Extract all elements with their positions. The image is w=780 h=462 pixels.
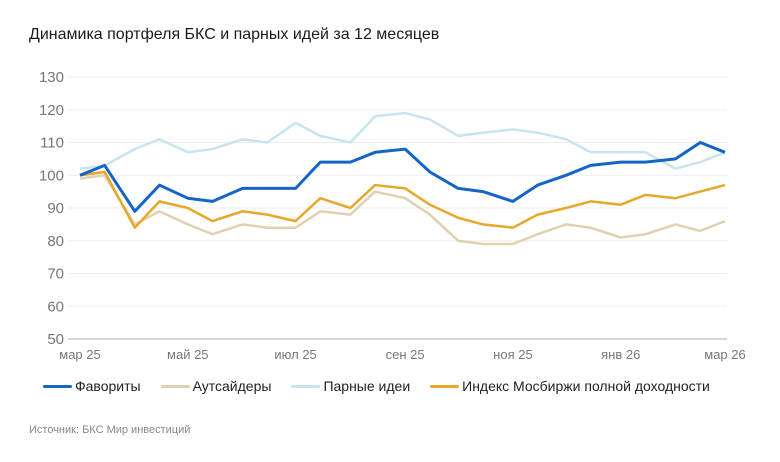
y-tick-label: 100 (39, 167, 64, 184)
legend-item-outsiders: Аутсайдеры (160, 378, 272, 394)
series-line-outsiders (79, 174, 726, 246)
legend-swatch (430, 384, 460, 388)
series-line-pair-ideas (79, 111, 726, 170)
legend: Фавориты Аутсайдеры Парные идеи Индекс М… (43, 378, 730, 394)
source-note: Источник: БКС Мир инвестиций (29, 424, 191, 436)
legend-item-moex-index: Индекс Мосбиржи полной доходности (430, 378, 710, 394)
chart-title: Динамика портфеля БКС и парных идей за 1… (29, 26, 440, 43)
legend-label: Парные идеи (323, 378, 411, 394)
y-tick-label: 120 (39, 102, 64, 119)
legend-swatch (160, 384, 190, 388)
x-tick-label: сен 25 (386, 347, 425, 362)
x-tick-label: янв 26 (601, 347, 640, 362)
legend-item-favorites: Фавориты (43, 378, 141, 394)
legend-label: Фавориты (75, 378, 141, 394)
x-tick-label: июл 25 (274, 347, 316, 362)
x-tick-label: ноя 25 (493, 347, 533, 362)
legend-item-pair-ideas: Парные идеи (291, 378, 410, 394)
y-tick-label: 130 (39, 69, 64, 86)
x-tick-label: мар 26 (704, 347, 745, 362)
x-tick-label: мар 25 (59, 347, 100, 362)
legend-label: Индекс Мосбиржи полной доходности (462, 378, 710, 394)
legend-swatch (291, 384, 321, 388)
series-line-moex-index (79, 170, 726, 229)
y-tick-label: 90 (47, 200, 64, 217)
y-tick-label: 50 (47, 331, 64, 348)
y-tick-label: 80 (47, 233, 64, 250)
series-line-favorites (79, 141, 726, 213)
x-tick-label: май 25 (167, 347, 209, 362)
y-tick-label: 60 (47, 298, 64, 315)
y-tick-label: 70 (47, 266, 64, 283)
y-tick-label: 110 (40, 135, 64, 152)
legend-label: Аутсайдеры (192, 378, 272, 394)
legend-swatch (43, 384, 72, 388)
